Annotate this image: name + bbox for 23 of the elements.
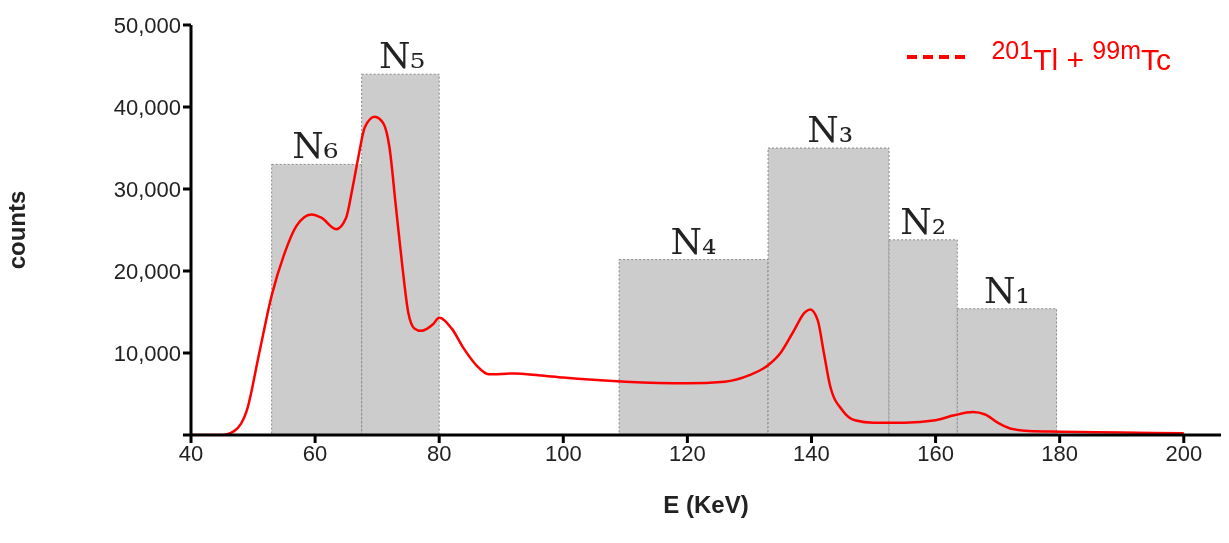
x-tick-label: 140 xyxy=(793,440,830,466)
y-tick-label: 20,000 xyxy=(113,258,181,284)
y-tick-label: 50,000 xyxy=(113,12,181,38)
x-tick-label: 60 xyxy=(302,440,328,466)
x-tick-label: 100 xyxy=(544,440,582,466)
x-tick-label: 180 xyxy=(1041,440,1079,466)
annotation: N₃ xyxy=(807,109,854,150)
y-tick-label: 40,000 xyxy=(113,94,181,120)
x-axis-title: E (KeV) xyxy=(663,491,749,518)
annotation: N₁ xyxy=(983,269,1030,311)
y-tick-label: 30,000 xyxy=(113,176,181,202)
legend-label: $^{201}$Tl + $^{99m}$Tc xyxy=(991,36,1171,77)
annotation: N₅ xyxy=(379,35,425,77)
x-tick-label: 80 xyxy=(426,440,452,466)
x-tick-label: 40 xyxy=(178,440,204,466)
annotation: N₆ xyxy=(292,125,339,167)
x-tick-label: 200 xyxy=(1165,440,1203,466)
annotation: N₄ xyxy=(670,220,717,262)
x-tick-label: 120 xyxy=(669,440,706,466)
y-axis-title: counts xyxy=(2,190,30,270)
annotation: N₂ xyxy=(900,200,947,242)
x-tick-label: 160 xyxy=(917,440,954,466)
y-tick-label: 10,000 xyxy=(113,340,181,366)
